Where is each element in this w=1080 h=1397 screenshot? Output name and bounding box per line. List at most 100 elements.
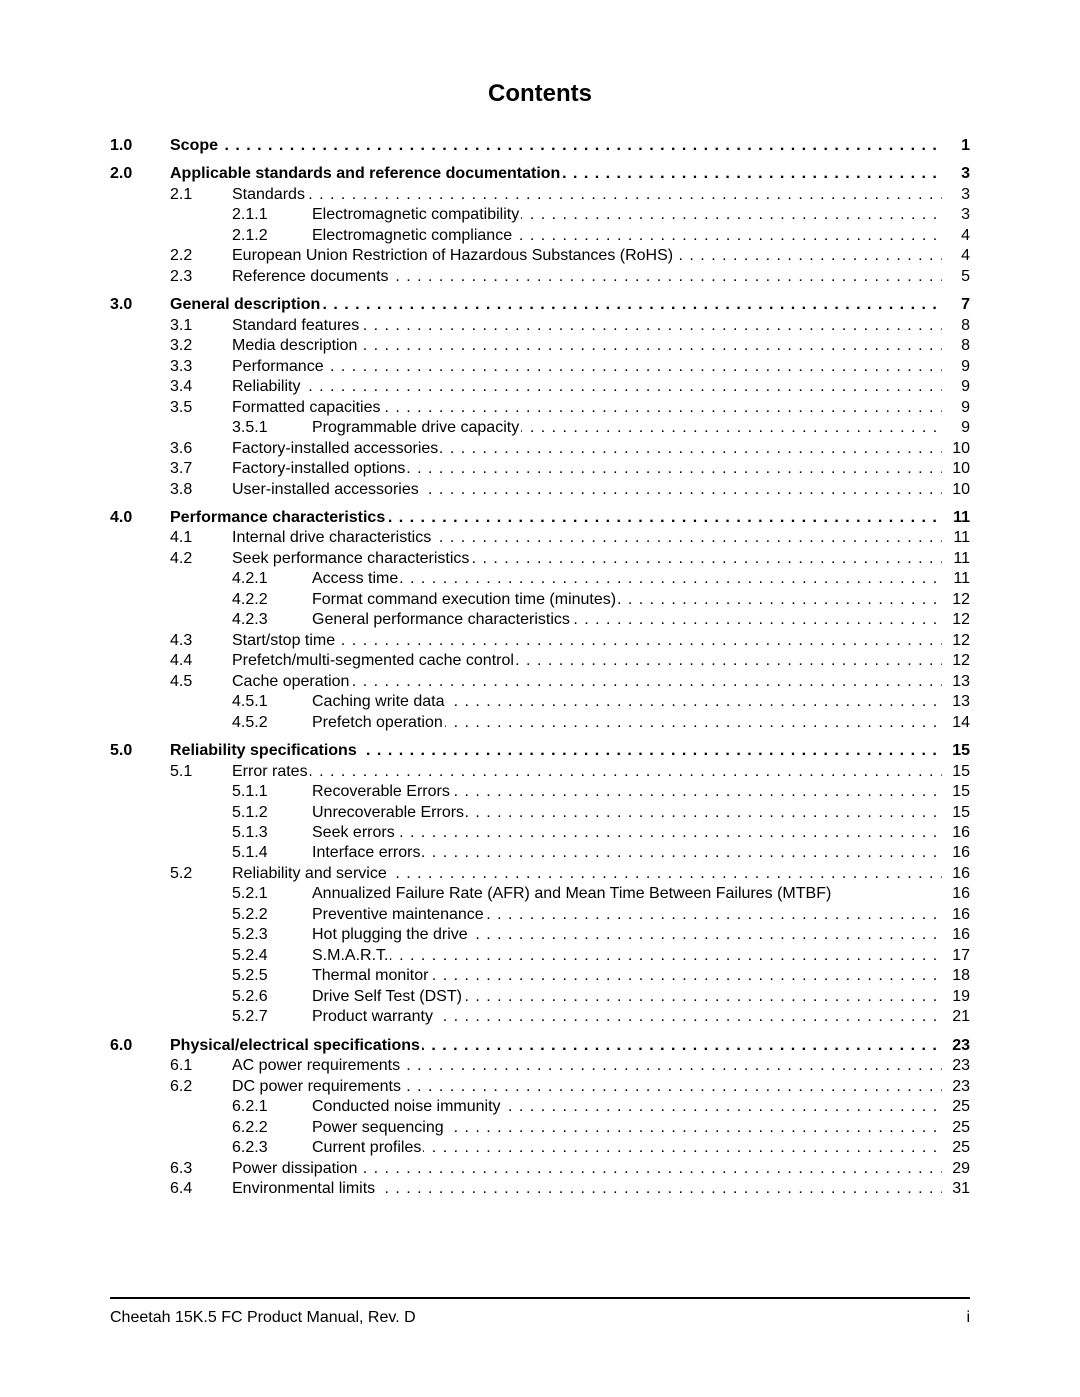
toc-title: Prefetch/multi-segmented cache control (232, 651, 942, 671)
toc-row: 6.3Power dissipation 29 (110, 1159, 970, 1179)
toc-page-num: 16 (942, 884, 970, 904)
toc-section-num: 6.4 (170, 1179, 232, 1199)
toc-page-num: 10 (942, 480, 970, 500)
toc-row: 4.0Performance characteristics11 (110, 508, 970, 528)
toc-row: 4.5Cache operation 13 (110, 672, 970, 692)
toc-section-num: 3.3 (170, 357, 232, 377)
toc-section-num: 2.3 (170, 267, 232, 287)
toc-section-num: 3.8 (170, 480, 232, 500)
toc-page-num: 16 (942, 823, 970, 843)
toc-subsection-num: 6.2.1 (232, 1097, 312, 1117)
toc-title: Seek errors (312, 823, 942, 843)
toc-row: 5.2.6Drive Self Test (DST) 19 (110, 987, 970, 1007)
toc-row: 6.2.2Power sequencing 25 (110, 1118, 970, 1138)
toc-page-num: 3 (942, 185, 970, 205)
toc-section-num: 3.1 (170, 316, 232, 336)
toc-page-num: 16 (942, 864, 970, 884)
toc-subsection-num: 4.5.2 (232, 713, 312, 733)
toc-page-num: 12 (942, 631, 970, 651)
toc-subsection-num: 6.2.2 (232, 1118, 312, 1138)
toc-section-num: 6.2 (170, 1077, 232, 1097)
toc-page-num: 11 (942, 508, 970, 528)
toc-title: Access time (312, 569, 942, 589)
toc-title: Power sequencing (312, 1118, 942, 1138)
toc-page-num: 25 (942, 1118, 970, 1138)
toc-row: 2.2European Union Restriction of Hazardo… (110, 246, 970, 266)
toc-subsection-num: 4.2.3 (232, 610, 312, 630)
toc-title: User-installed accessories (232, 480, 942, 500)
table-of-contents: 1.0Scope12.0Applicable standards and ref… (110, 136, 970, 1199)
toc-page-num: 25 (942, 1097, 970, 1117)
toc-title: Media description (232, 336, 942, 356)
toc-row: 5.2.2Preventive maintenance 16 (110, 905, 970, 925)
toc-row: 5.2.4S.M.A.R.T. 17 (110, 946, 970, 966)
toc-page-num: 3 (942, 164, 970, 184)
toc-title: Reliability specifications (170, 741, 942, 761)
toc-title: Hot plugging the drive (312, 925, 942, 945)
toc-title: Drive Self Test (DST) (312, 987, 942, 1007)
toc-page-num: 15 (942, 782, 970, 802)
toc-title: Seek performance characteristics (232, 549, 942, 569)
toc-subsection-num: 4.2.1 (232, 569, 312, 589)
toc-page-num: 11 (942, 528, 970, 548)
toc-row: 3.8User-installed accessories 10 (110, 480, 970, 500)
toc-row: 5.2.1Annualized Failure Rate (AFR) and M… (110, 884, 970, 904)
toc-row: 5.1.4Interface errors 16 (110, 843, 970, 863)
toc-title: Preventive maintenance (312, 905, 942, 925)
toc-section-num: 2.1 (170, 185, 232, 205)
toc-page-num: 31 (942, 1179, 970, 1199)
toc-title: Electromagnetic compliance (312, 226, 942, 246)
toc-subsection-num: 5.1.1 (232, 782, 312, 802)
toc-section-num: 3.7 (170, 459, 232, 479)
toc-section-num: 4.2 (170, 549, 232, 569)
toc-title: Start/stop time (232, 631, 942, 651)
toc-subsection-num: 2.1.2 (232, 226, 312, 246)
toc-section: 5.0Reliability specifications155.1Error … (110, 741, 970, 1028)
toc-page-num: 16 (942, 905, 970, 925)
toc-row: 2.1Standards 3 (110, 185, 970, 205)
toc-title: Standard features (232, 316, 942, 336)
toc-subsection-num: 5.2.3 (232, 925, 312, 945)
toc-subsection-num: 5.1.3 (232, 823, 312, 843)
toc-page-num: 10 (942, 459, 970, 479)
toc-row: 5.2Reliability and service 16 (110, 864, 970, 884)
toc-title: Physical/electrical specifications (170, 1036, 942, 1056)
toc-section: 1.0Scope1 (110, 136, 970, 156)
toc-page-num: 3 (942, 205, 970, 225)
toc-chapter-num: 1.0 (110, 136, 170, 156)
toc-row: 5.1.2Unrecoverable Errors 15 (110, 803, 970, 823)
toc-row: 5.1Error rates 15 (110, 762, 970, 782)
toc-page-num: 23 (942, 1077, 970, 1097)
toc-page-num: 16 (942, 843, 970, 863)
toc-title: Performance (232, 357, 942, 377)
toc-section-num: 4.4 (170, 651, 232, 671)
toc-title: Standards (232, 185, 942, 205)
toc-subsection-num: 4.5.1 (232, 692, 312, 712)
page-footer: Cheetah 15K.5 FC Product Manual, Rev. D … (110, 1297, 970, 1327)
toc-title: S.M.A.R.T. (312, 946, 942, 966)
toc-title: Thermal monitor (312, 966, 942, 986)
toc-row: 4.5.2Prefetch operation 14 (110, 713, 970, 733)
toc-page-num: 11 (942, 569, 970, 589)
toc-row: 3.0General description7 (110, 295, 970, 315)
toc-page-num: 5 (942, 267, 970, 287)
footer-left: Cheetah 15K.5 FC Product Manual, Rev. D (110, 1309, 416, 1327)
toc-page-num: 9 (942, 357, 970, 377)
toc-row: 4.1Internal drive characteristics 11 (110, 528, 970, 548)
toc-page-num: 4 (942, 226, 970, 246)
footer-right: i (966, 1309, 970, 1327)
toc-row: 6.2DC power requirements 23 (110, 1077, 970, 1097)
toc-section-num: 6.3 (170, 1159, 232, 1179)
toc-title: Cache operation (232, 672, 942, 692)
toc-page-num: 13 (942, 692, 970, 712)
toc-title: Internal drive characteristics (232, 528, 942, 548)
toc-page-num: 15 (942, 803, 970, 823)
toc-page-num: 11 (942, 549, 970, 569)
toc-row: 2.1.2Electromagnetic compliance 4 (110, 226, 970, 246)
toc-subsection-num: 3.5.1 (232, 418, 312, 438)
toc-subsection-num: 5.2.4 (232, 946, 312, 966)
toc-page-num: 9 (942, 398, 970, 418)
toc-page-num: 21 (942, 1007, 970, 1027)
toc-chapter-num: 6.0 (110, 1036, 170, 1056)
toc-section-num: 2.2 (170, 246, 232, 266)
